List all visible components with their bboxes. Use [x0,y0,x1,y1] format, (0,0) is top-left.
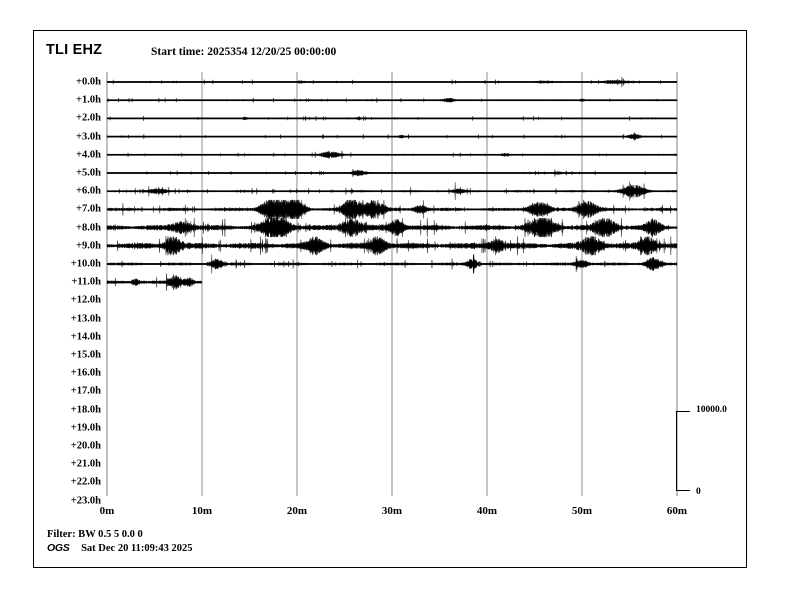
filter-label: Filter: BW 0.5 5 0.0 0 [47,529,143,540]
scale-min-label: 0 [696,487,701,497]
hour-label-20: +20.0h [70,440,101,452]
hour-label-15: +15.0h [70,349,101,361]
hour-label-2: +2.0h [76,112,101,124]
hour-label-16: +16.0h [70,367,101,379]
credit-line: OGS Sat Dec 20 11:09:43 2025 [47,542,192,555]
footer-block: Filter: BW 0.5 5 0.0 0 OGS Sat Dec 20 11… [47,528,192,555]
amplitude-scale-bar: 10000.0 0 [676,405,746,497]
hour-label-7: +7.0h [76,203,101,215]
hour-label-9: +9.0h [76,240,101,252]
hour-label-10: +10.0h [70,258,101,270]
station-channel-title: TLI EHZ [46,42,103,58]
helicorder-plot-area [106,72,678,496]
minute-label-40: 40m [476,505,498,517]
minute-label-50: 50m [571,505,593,517]
hour-label-19: +19.0h [70,422,101,434]
hour-label-3: +3.0h [76,131,101,143]
hour-label-11: +11.0h [71,276,101,288]
hour-label-14: +14.0h [70,331,101,343]
hour-label-17: +17.0h [70,385,101,397]
minute-label-20: 20m [286,505,308,517]
minute-label-30: 30m [381,505,403,517]
hour-label-1: +1.0h [76,94,101,106]
hour-label-8: +8.0h [76,222,101,234]
minute-axis-labels: 0m 10m 20m 30m 40m 50m 60m [100,505,687,521]
hour-label-21: +21.0h [70,458,101,470]
hour-label-12: +12.0h [70,294,101,306]
plot-frame [33,30,747,568]
hour-label-18: +18.0h [70,404,101,416]
helicorder-traces-svg [106,72,678,496]
render-timestamp: Sat Dec 20 11:09:43 2025 [81,543,193,554]
start-time-label: Start time: 2025354 12/20/25 00:00:00 [151,46,337,58]
minute-label-0: 0m [99,505,115,517]
minute-label-60: 60m [666,505,688,517]
hour-label-6: +6.0h [76,185,101,197]
hour-label-22: +22.0h [70,476,101,488]
minute-label-10: 10m [191,505,213,517]
organization-label: OGS [47,542,70,554]
hour-label-0: +0.0h [76,76,101,88]
hour-label-5: +5.0h [76,167,101,179]
hour-label-13: +13.0h [70,313,101,325]
hour-label-23: +23.0h [70,495,101,507]
hour-label-4: +4.0h [76,149,101,161]
scale-max-label: 10000.0 [696,405,727,415]
hour-axis-labels: +0.0h +1.0h +2.0h +3.0h +4.0h +5.0h +6.0h +7.0h… [33,72,105,507]
scale-bracket-icon [676,411,690,491]
